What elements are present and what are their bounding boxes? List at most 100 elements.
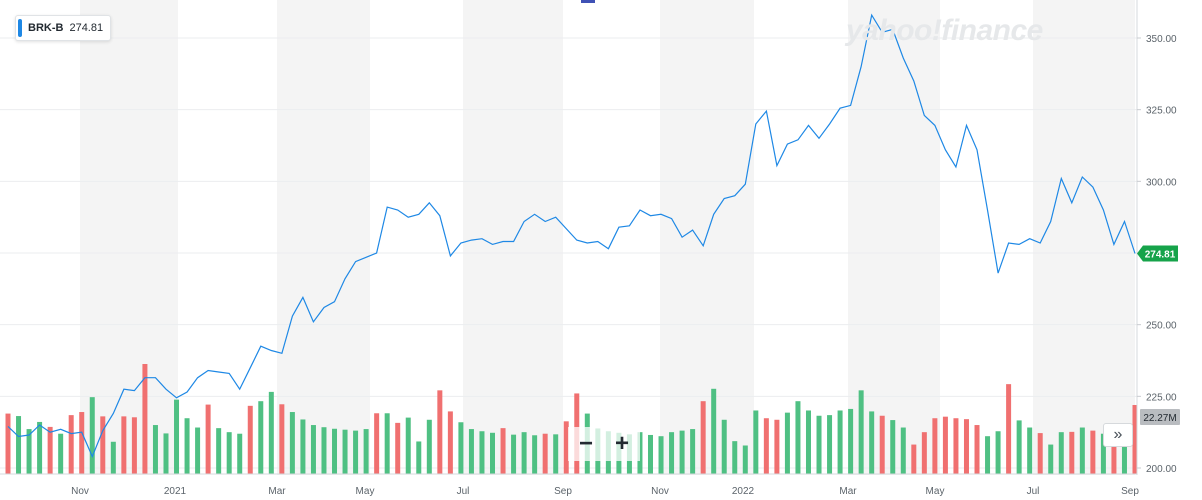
price-tag-label: 274.81 — [1145, 250, 1176, 261]
price-series — [7, 13, 1136, 459]
volume-bar — [563, 421, 569, 474]
volume-bar — [16, 416, 22, 474]
volume-bar — [542, 433, 548, 474]
volume-bar — [68, 415, 74, 474]
volume-bar — [1132, 404, 1138, 474]
volume-bar — [437, 390, 443, 474]
volume-bar — [258, 401, 264, 474]
volume-bar — [500, 428, 506, 474]
ticker-chip[interactable]: BRK-B 274.81 — [15, 15, 112, 41]
volume-bar — [942, 416, 948, 474]
volume-bar — [879, 415, 885, 474]
volume-bar — [1048, 444, 1054, 474]
volume-bar — [1079, 427, 1085, 474]
volume-bar — [110, 441, 116, 474]
volume-bar — [268, 391, 274, 474]
zoom-in-button[interactable]: + — [614, 430, 629, 457]
current-price-tag: 274.81 — [1137, 245, 1178, 262]
volume-bar — [647, 434, 653, 474]
x-tick-label: 2021 — [164, 486, 187, 497]
volume-bar — [732, 441, 738, 474]
y-tick-label: 225.00 — [1146, 392, 1177, 403]
volume-bar — [869, 411, 875, 474]
volume-bar — [1069, 431, 1075, 474]
volume-bar — [479, 431, 485, 474]
volume-bar — [426, 419, 432, 474]
volume-bar — [669, 432, 675, 474]
volume-bar — [79, 412, 85, 474]
volume-bar — [763, 418, 769, 474]
volume-bar — [953, 418, 959, 474]
volume-bar — [658, 436, 664, 474]
volume-bar — [353, 430, 359, 474]
volume-bar — [374, 413, 380, 474]
x-tick-label: Mar — [839, 486, 857, 497]
volume-bar — [5, 413, 11, 474]
volume-bar — [342, 429, 348, 474]
volume-bar — [890, 420, 896, 474]
volume-bar — [47, 426, 53, 474]
volume-bar — [848, 408, 854, 474]
volume-bar — [1016, 420, 1022, 474]
month-band — [1033, 0, 1135, 475]
volume-bar — [1006, 384, 1012, 474]
volume-bar — [205, 404, 211, 474]
volume-bar — [974, 425, 980, 474]
volume-bar — [963, 419, 969, 474]
volume-bar — [321, 427, 327, 474]
volume-bar — [1027, 427, 1033, 474]
volume-bar — [142, 364, 148, 474]
x-tick-labels: Nov 2021 Mar May Jul Sep Nov 2022 Mar May Jul Sep — [71, 486, 1139, 497]
volume-bar — [405, 417, 411, 474]
volume-bar — [553, 434, 559, 474]
volume-tag-bg — [1140, 409, 1180, 425]
volume-bar — [131, 417, 137, 474]
volume-bar — [511, 434, 517, 474]
x-tick-label: Sep — [554, 486, 572, 497]
volume-bar — [237, 433, 243, 474]
volume-bar — [774, 419, 780, 474]
volume-bar — [837, 410, 843, 474]
volume-bar — [332, 428, 338, 474]
month-band — [660, 0, 754, 475]
volume-bar — [900, 427, 906, 474]
x-tick-label: Mar — [268, 486, 286, 497]
range-indicator[interactable] — [581, 0, 595, 3]
y-tick-label: 325.00 — [1146, 106, 1177, 117]
volume-bar — [1100, 433, 1106, 474]
volume-bar — [37, 421, 43, 474]
volume-bar — [26, 429, 32, 474]
volume-tag-label: 22.27M — [1143, 413, 1176, 424]
price-line — [7, 13, 1136, 459]
volume-bar — [1090, 430, 1096, 474]
volume-bar — [458, 422, 464, 474]
volume-bar — [911, 444, 917, 474]
x-tick-label: Nov — [71, 486, 89, 497]
volume-bar — [932, 418, 938, 474]
volume-bar — [985, 436, 991, 474]
volume-bar — [395, 422, 401, 474]
volume-bar — [121, 416, 127, 474]
volume-bar — [195, 427, 201, 474]
volume-bar — [921, 432, 927, 474]
volume-bar — [289, 412, 295, 474]
zoom-out-button[interactable]: − — [578, 430, 593, 457]
x-tick-label: 2022 — [732, 486, 755, 497]
x-tick-label: Jul — [457, 486, 470, 497]
volume-bar — [490, 432, 496, 474]
volume-bar — [163, 433, 169, 474]
volume-bar — [795, 401, 801, 474]
volume-bar — [468, 429, 474, 474]
x-tick-label: May — [356, 486, 375, 497]
scroll-to-latest-button[interactable]: » — [1103, 423, 1133, 447]
y-tick-label: 350.00 — [1146, 34, 1177, 45]
month-bands — [80, 0, 1135, 475]
volume-bar — [226, 432, 232, 474]
volume-bar — [1037, 433, 1043, 474]
month-band — [463, 0, 563, 475]
volume-bar — [184, 418, 190, 474]
zoom-controls: − + — [568, 427, 640, 461]
volume-bar — [711, 388, 717, 474]
volume-bar — [1058, 432, 1064, 474]
